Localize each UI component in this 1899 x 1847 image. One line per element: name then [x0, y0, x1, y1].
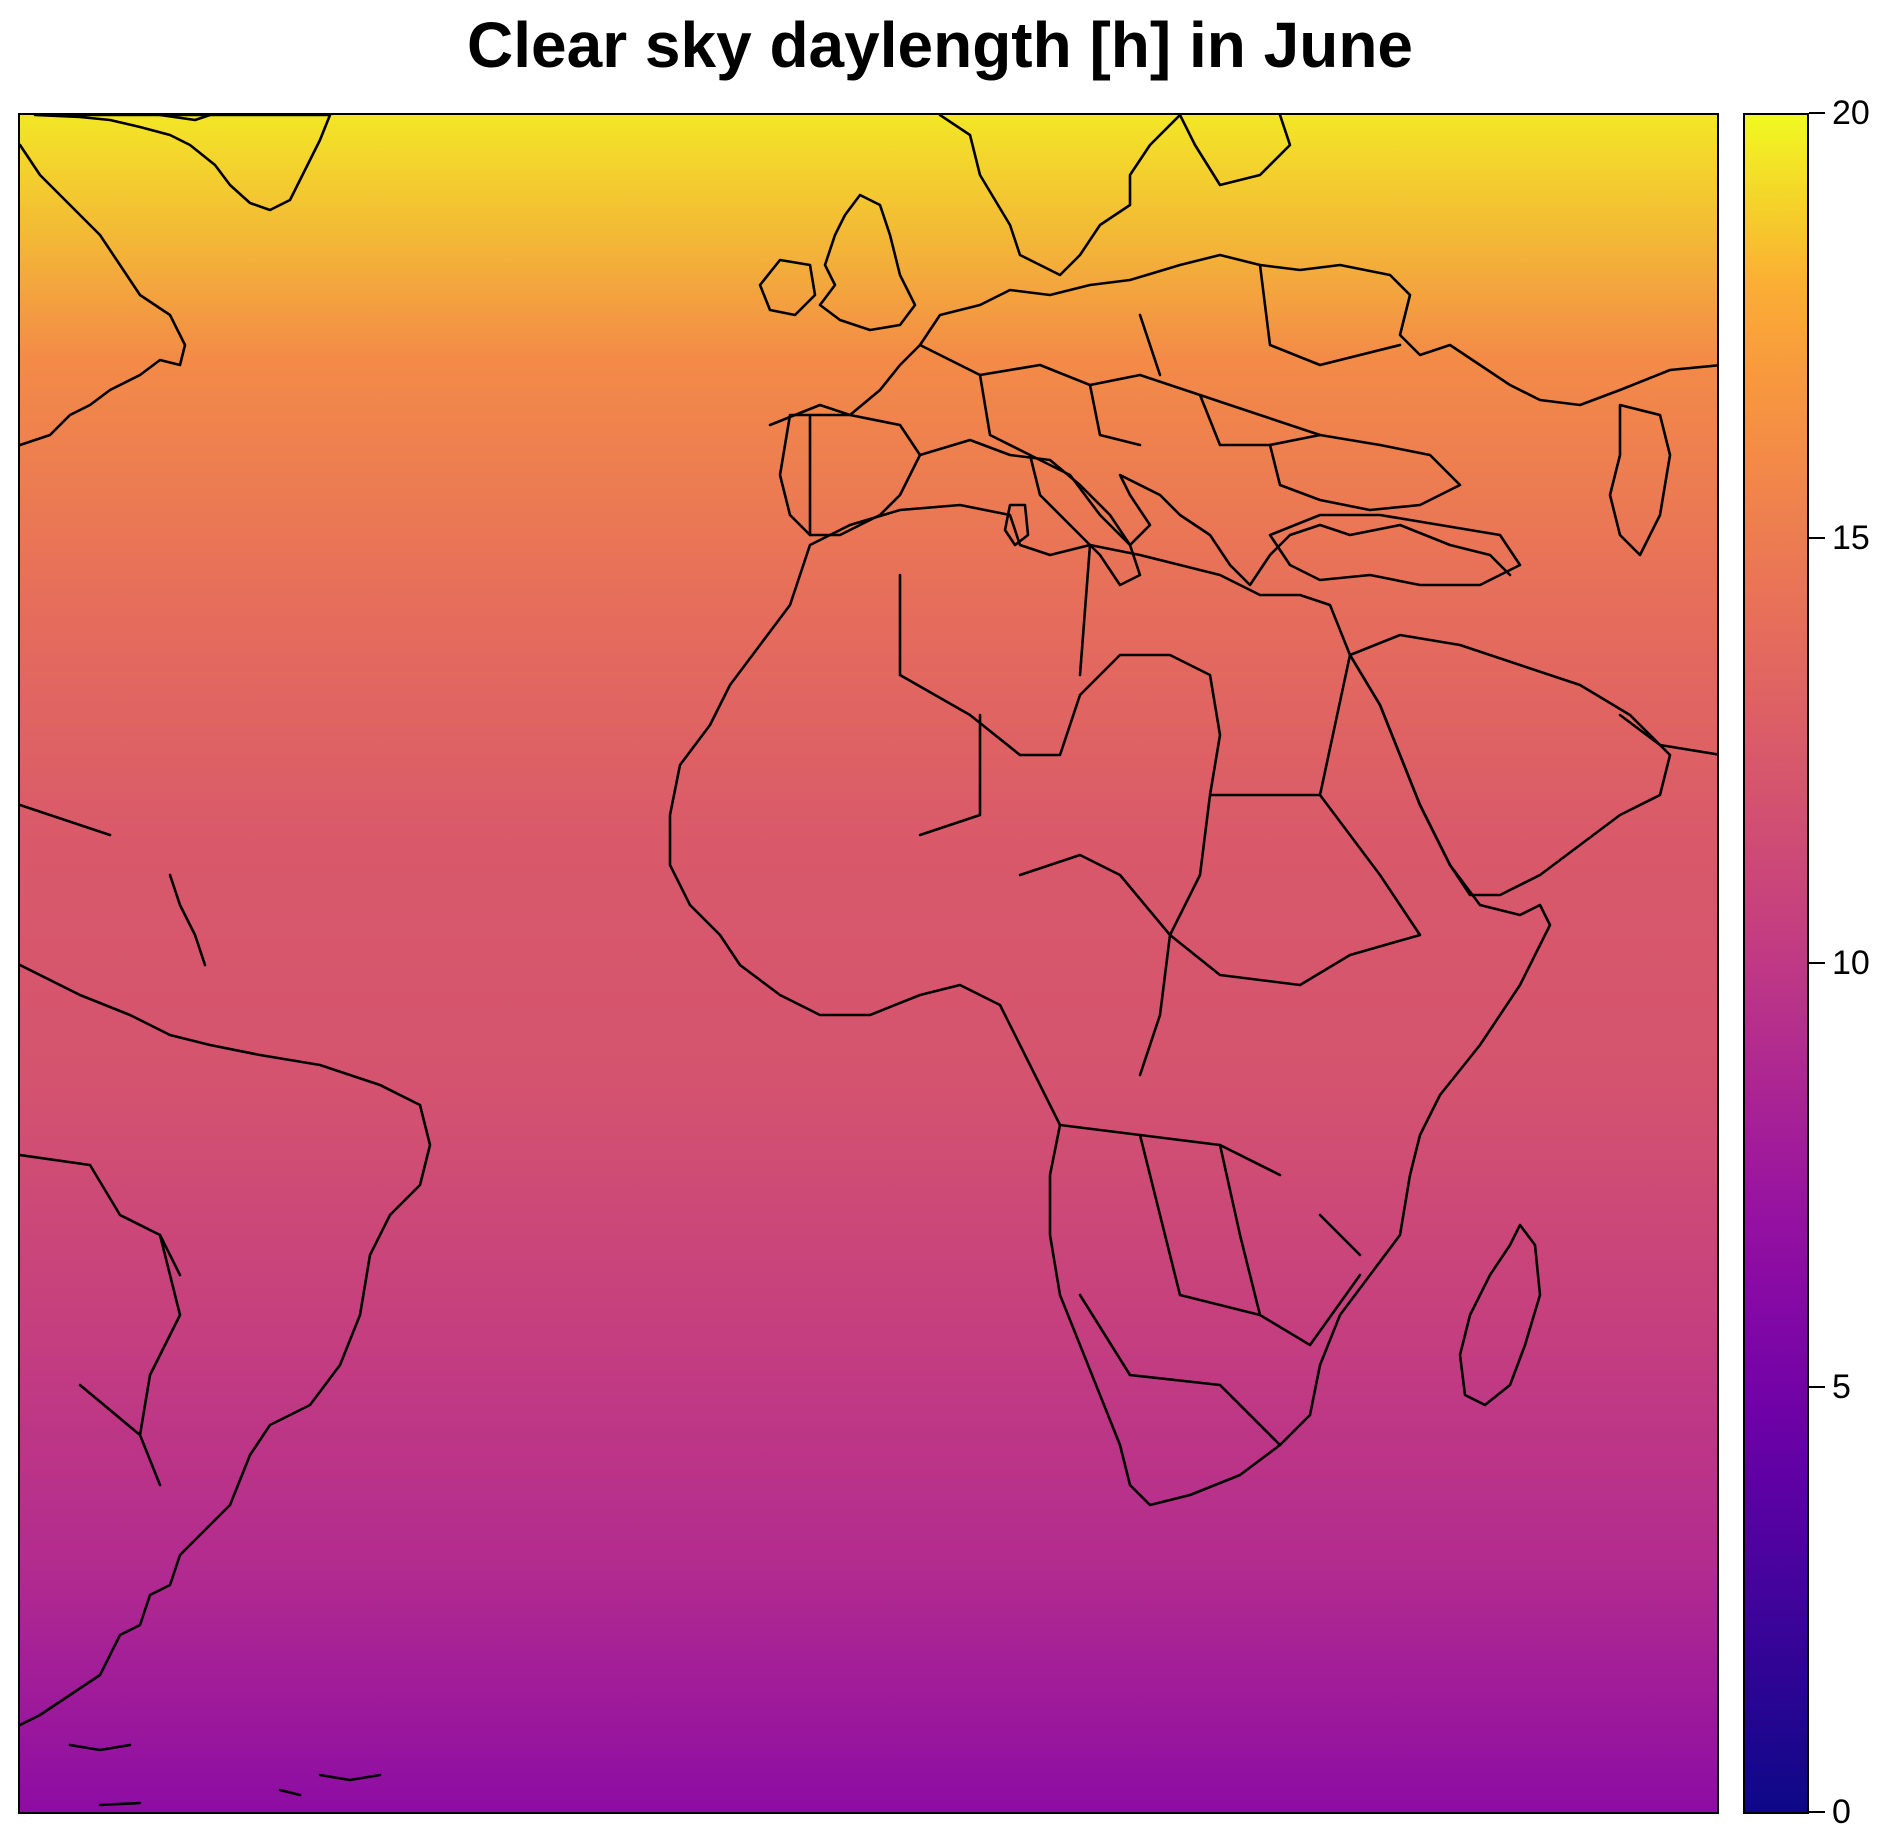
madagascar-outline	[1458, 1223, 1542, 1407]
finland-outline	[1178, 115, 1292, 187]
daylength-field	[20, 115, 1717, 1812]
colorbar-tick-label: 0	[1832, 1793, 1851, 1831]
colorbar-tick	[1809, 112, 1825, 114]
greenland-outline	[33, 115, 332, 212]
turkey-outline	[1268, 513, 1522, 587]
ireland-outline	[758, 258, 817, 317]
persian-gulf-coast	[1618, 713, 1717, 756]
north-america-coast	[20, 143, 187, 447]
map-panel	[18, 113, 1719, 1814]
colorbar-tick-label: 5	[1832, 1368, 1851, 1407]
great-britain-outline	[818, 193, 917, 332]
iceland-outline	[158, 115, 212, 122]
south-america-borders	[20, 1153, 182, 1487]
country-borders	[898, 543, 1422, 1447]
sardinia-outline	[1003, 503, 1030, 547]
black-sea-outline	[1268, 433, 1462, 512]
colorbar-tick	[1809, 536, 1825, 539]
colorbar-tick	[1809, 1811, 1825, 1813]
caspian-outline	[1608, 403, 1672, 557]
south-america-outline	[20, 963, 432, 1727]
europe-coast	[768, 253, 1717, 427]
southern-islands	[68, 1743, 382, 1807]
colorbar	[1743, 113, 1809, 1814]
arabia-outline	[1348, 633, 1672, 897]
scandinavia-outline	[938, 115, 1182, 277]
colorbar-tick	[1809, 961, 1825, 964]
italy-outline	[1028, 453, 1142, 587]
lesser-antilles	[168, 873, 207, 967]
coastlines-borders	[20, 115, 1717, 1807]
colorbar-tick-label: 20	[1832, 94, 1870, 132]
europe-borders	[918, 263, 1402, 457]
map-title: Clear sky daylength [h] in June	[467, 9, 1413, 81]
africa-outline	[668, 503, 1552, 1507]
iberia-outline	[778, 413, 922, 537]
caribbean-islands	[20, 803, 112, 837]
colorbar-tick-label: 10	[1832, 943, 1870, 982]
colorbar-tick-label: 15	[1832, 518, 1870, 557]
colorbar-tick	[1809, 1386, 1825, 1389]
